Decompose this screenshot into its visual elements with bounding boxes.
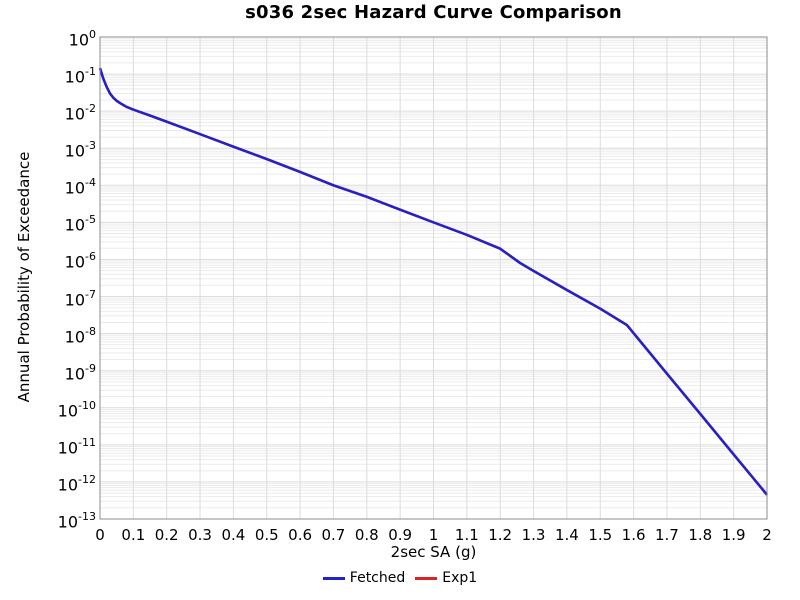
x-axis-title: 2sec SA (g) bbox=[390, 543, 477, 561]
exp1-line-swatch bbox=[415, 576, 438, 580]
x-tick-label: 1.9 bbox=[721, 526, 746, 544]
y-tick-label: 10-11 bbox=[57, 435, 96, 458]
y-tick-label: 10-6 bbox=[64, 250, 96, 272]
y-tick-label: 10-1 bbox=[64, 65, 96, 87]
y-tick-label: 10-3 bbox=[64, 139, 96, 161]
x-tick-label: 1.7 bbox=[655, 526, 679, 544]
legend-item-fetched: Fetched bbox=[322, 570, 406, 586]
y-tick-label: 10-8 bbox=[64, 324, 96, 346]
x-tick-label: 0.6 bbox=[288, 526, 313, 544]
y-tick-label: 10-9 bbox=[64, 361, 96, 384]
grid-major-lines bbox=[99, 36, 768, 520]
x-tick-label: 1.4 bbox=[554, 526, 579, 544]
legend-item-exp1: Exp1 bbox=[415, 570, 477, 586]
x-tick-label: 1.5 bbox=[588, 526, 613, 544]
y-tick-label: 10-5 bbox=[64, 213, 96, 235]
y-tick-label: 10-7 bbox=[64, 287, 96, 309]
y-tick-label: 10-13 bbox=[57, 510, 96, 532]
x-tick-label: 1.8 bbox=[688, 526, 713, 544]
x-tick-label: 2 bbox=[762, 526, 772, 544]
legend-label-exp1: Exp1 bbox=[442, 570, 478, 586]
x-tick-label: 0.3 bbox=[188, 526, 212, 544]
x-tick-label: 1.6 bbox=[621, 526, 646, 544]
x-tick-label: 0.7 bbox=[321, 526, 346, 544]
y-tick-label: 10-4 bbox=[64, 176, 96, 198]
y-tick-label: 100 bbox=[68, 28, 96, 50]
hazard-curves bbox=[98, 67, 768, 496]
y-tick-label: 10-12 bbox=[57, 472, 96, 495]
legend: Fetched Exp1 bbox=[0, 570, 800, 586]
x-tick-label: 0.1 bbox=[121, 526, 146, 544]
x-tick-label: 0.5 bbox=[254, 526, 279, 544]
x-tick-label: 1 bbox=[428, 526, 439, 544]
legend-label-fetched: Fetched bbox=[349, 570, 406, 586]
x-tick-label: 0.9 bbox=[388, 526, 413, 544]
x-tick-label: 0.8 bbox=[354, 526, 379, 544]
plot-border bbox=[99, 36, 768, 520]
x-tick-label: 0 bbox=[95, 526, 105, 544]
x-tick-label: 1.1 bbox=[454, 526, 479, 544]
x-tick-label: 1.3 bbox=[521, 526, 546, 544]
fetched-line-swatch bbox=[322, 576, 345, 580]
chart-title: s036 2sec Hazard Curve Comparison bbox=[245, 2, 622, 23]
y-tick-label: 10-2 bbox=[64, 102, 96, 124]
y-tick-label: 10-10 bbox=[57, 398, 96, 421]
x-tick-label: 0.4 bbox=[221, 526, 246, 544]
x-tick-label: 1.2 bbox=[488, 526, 513, 544]
fetched-curve bbox=[98, 67, 768, 496]
x-tick-label: 0.2 bbox=[154, 526, 179, 544]
